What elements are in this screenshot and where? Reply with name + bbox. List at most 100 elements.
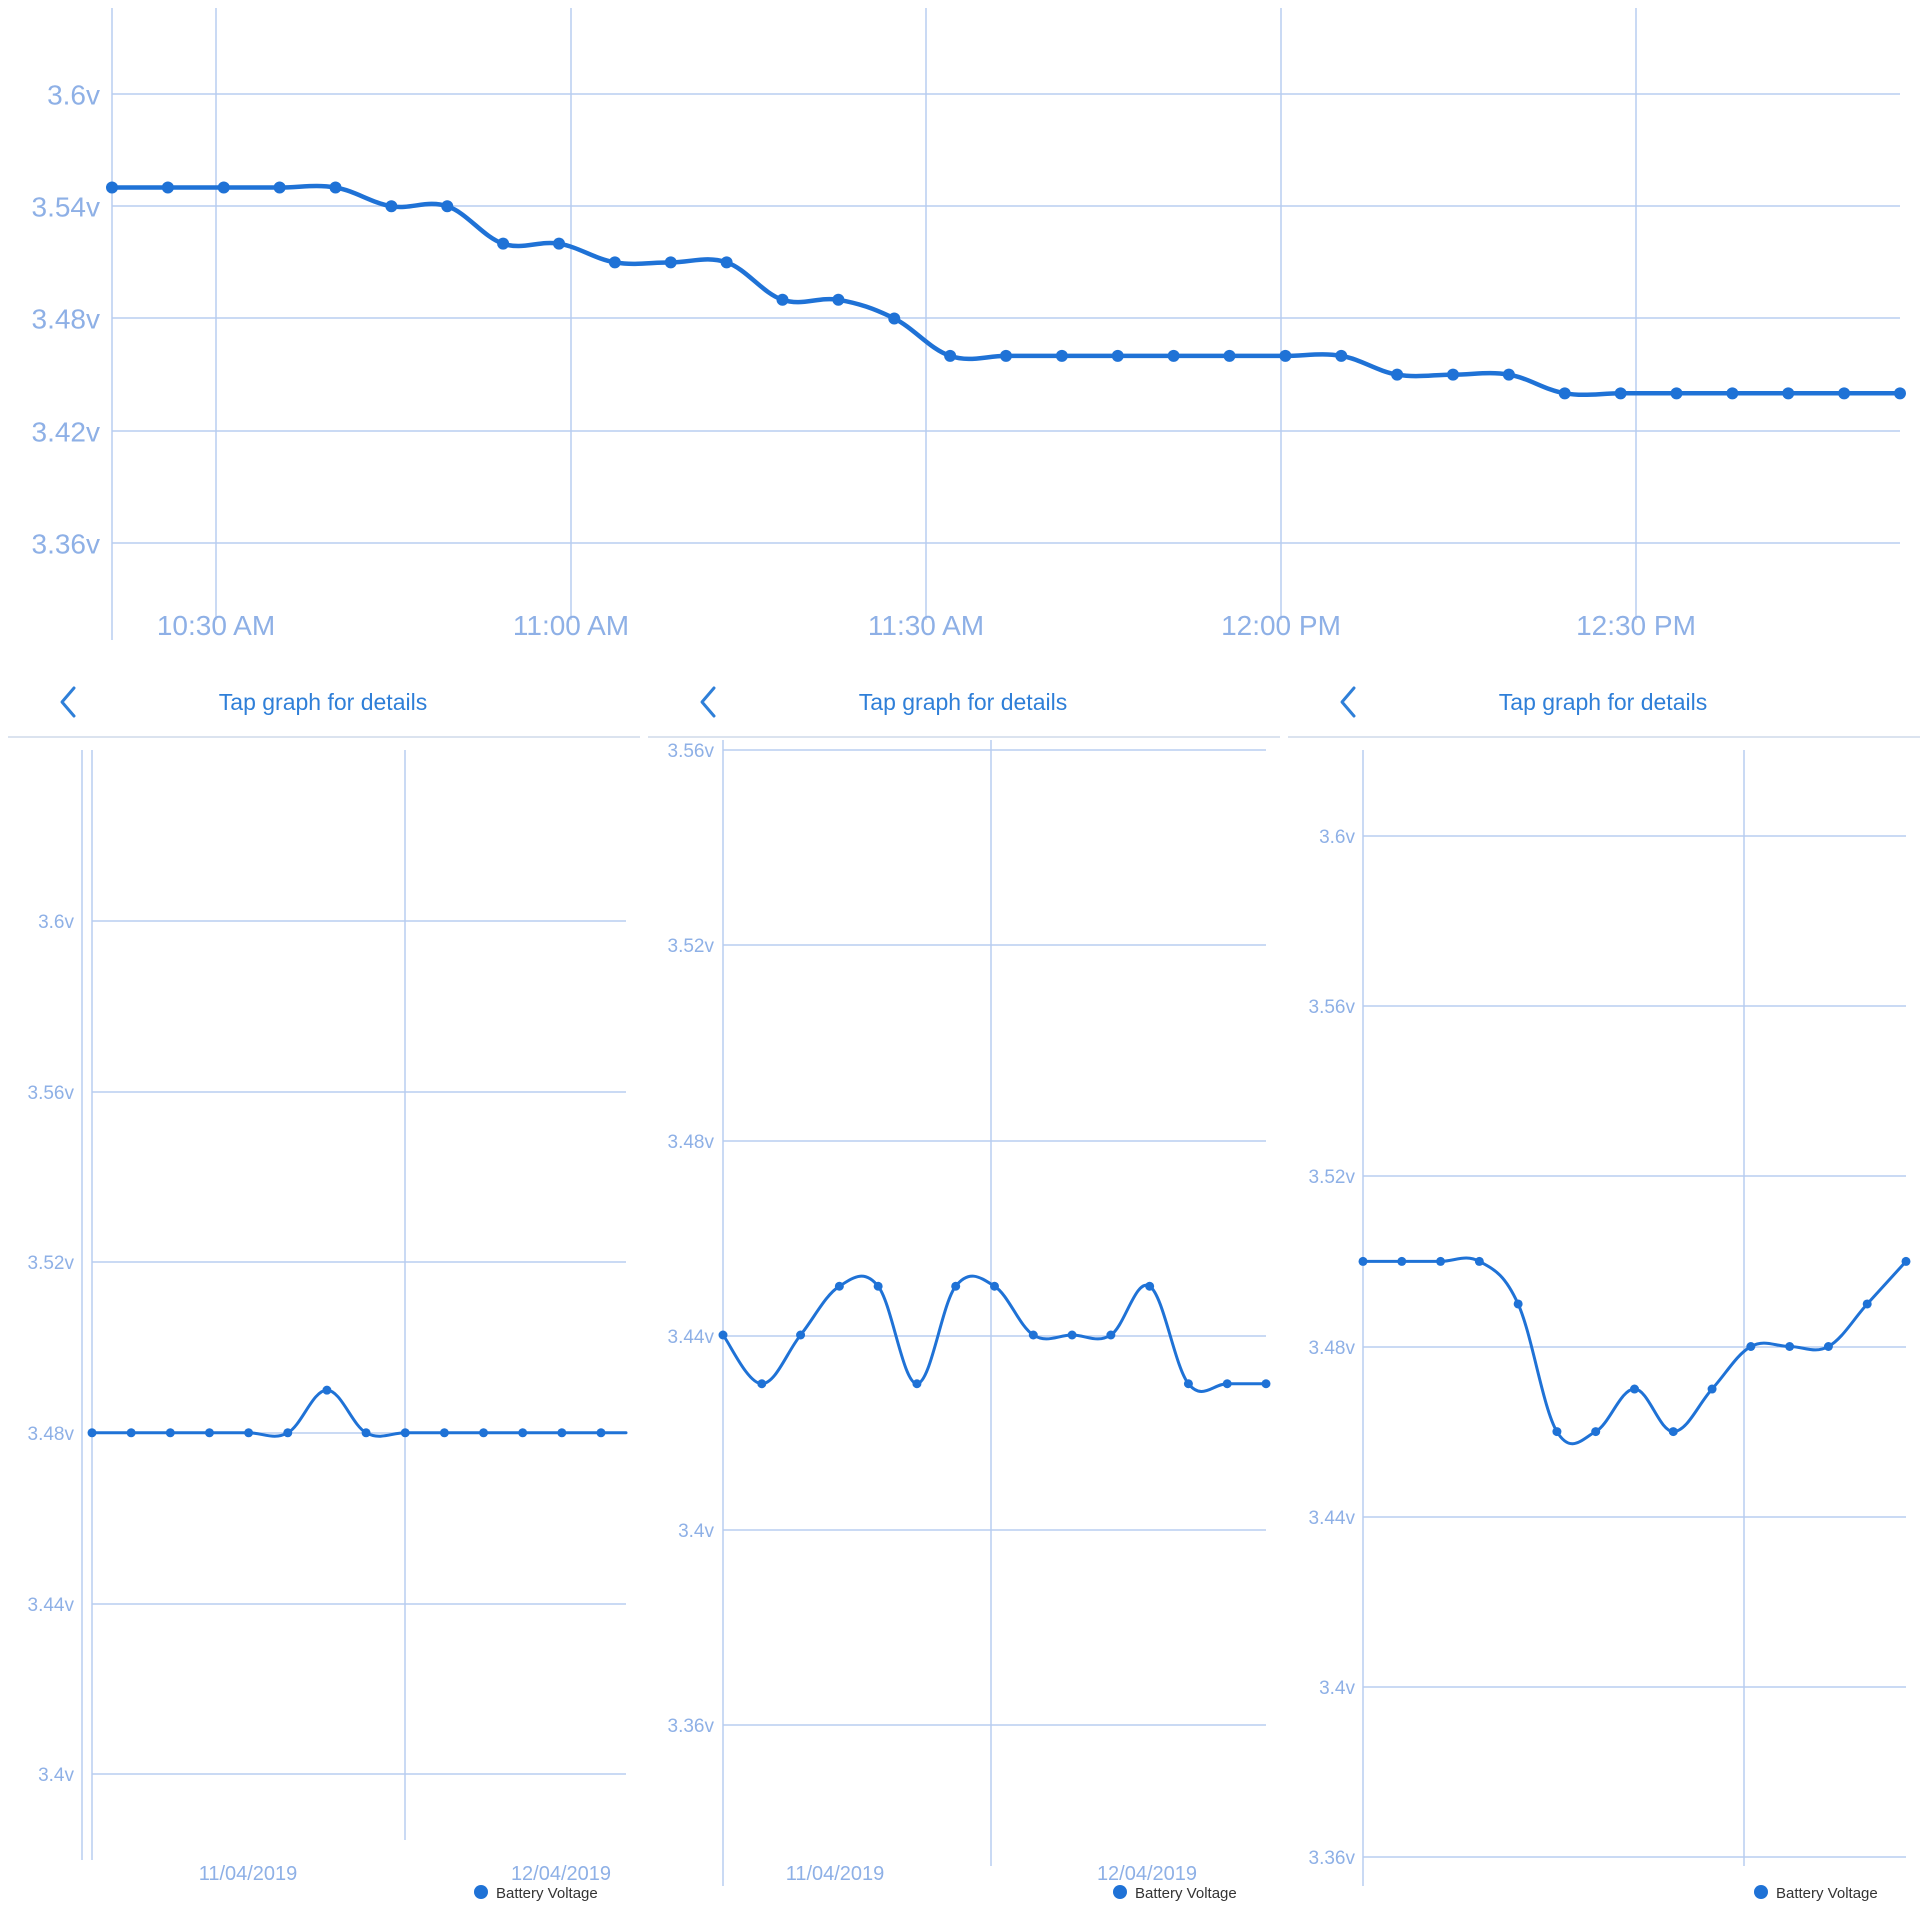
legend-label: Battery Voltage — [496, 1885, 598, 1902]
y-tick-label: 3.48v — [668, 1132, 715, 1153]
y-tick-label: 3.48v — [28, 1424, 75, 1445]
data-point[interactable] — [439, 1428, 449, 1438]
data-point[interactable] — [217, 181, 230, 194]
data-point[interactable] — [1726, 387, 1739, 400]
legend-label: Battery Voltage — [1135, 1885, 1237, 1902]
data-point[interactable] — [1862, 1299, 1872, 1309]
data-point[interactable] — [244, 1428, 254, 1438]
data-point[interactable] — [204, 1428, 214, 1438]
data-point[interactable] — [1630, 1384, 1639, 1394]
data-point[interactable] — [1335, 349, 1348, 362]
data-point[interactable] — [596, 1428, 606, 1438]
data-point[interactable] — [161, 181, 174, 194]
data-point[interactable] — [1261, 1379, 1271, 1389]
data-point[interactable] — [796, 1330, 806, 1340]
data-point[interactable] — [1183, 1379, 1193, 1389]
data-point[interactable] — [1358, 1256, 1368, 1266]
data-point[interactable] — [497, 237, 510, 250]
data-point[interactable] — [1591, 1427, 1601, 1437]
back-button[interactable] — [60, 686, 76, 718]
chart-2[interactable]: Tap graph for details 3.6v 3.56v 3.52v 3.48v… — [8, 686, 640, 1902]
chart-1[interactable]: 3.6v 3.54v 3.48v 3.42v 3.36v 10:30 AM 11:00 AM… — [32, 8, 1907, 641]
data-point[interactable] — [757, 1379, 767, 1389]
data-point[interactable] — [1000, 349, 1012, 362]
legend[interactable]: Battery Voltage — [1754, 1885, 1878, 1902]
data-point[interactable] — [1474, 1256, 1484, 1266]
data-point[interactable] — [557, 1428, 567, 1438]
data-point[interactable] — [1111, 349, 1124, 362]
data-point[interactable] — [873, 1281, 883, 1291]
chevron-left-icon[interactable] — [700, 686, 716, 718]
data-point[interactable] — [1513, 1299, 1523, 1309]
legend[interactable]: Battery Voltage — [474, 1885, 598, 1902]
data-point[interactable] — [1785, 1342, 1795, 1351]
header-text[interactable]: Tap graph for details — [859, 689, 1067, 715]
data-point[interactable] — [776, 293, 789, 306]
data-point[interactable] — [87, 1428, 97, 1438]
data-point[interactable] — [1106, 1330, 1116, 1340]
data-point[interactable] — [479, 1428, 489, 1438]
data-point[interactable] — [718, 1330, 728, 1340]
chart-4[interactable]: Tap graph for details 3.6v 3.56v 3.52v 3.48v… — [1288, 686, 1920, 1902]
data-point[interactable] — [1067, 1330, 1077, 1340]
y-tick-label: 3.56v — [28, 1083, 75, 1104]
data-point[interactable] — [322, 1385, 332, 1395]
data-point[interactable] — [1901, 1256, 1911, 1266]
data-point[interactable] — [720, 256, 733, 269]
data-point[interactable] — [1894, 387, 1906, 400]
data-point[interactable] — [1838, 387, 1851, 400]
data-point[interactable] — [106, 181, 118, 194]
back-button[interactable] — [700, 686, 716, 718]
data-point[interactable] — [834, 1281, 844, 1291]
data-point[interactable] — [518, 1428, 528, 1438]
data-point[interactable] — [990, 1281, 999, 1291]
y-tick-label: 3.52v — [668, 936, 715, 957]
data-point[interactable] — [1746, 1342, 1756, 1351]
chevron-left-icon[interactable] — [60, 686, 76, 718]
chevron-left-icon[interactable] — [1340, 686, 1356, 718]
data-point[interactable] — [944, 349, 957, 362]
data-point[interactable] — [441, 200, 454, 213]
data-point[interactable] — [1502, 368, 1515, 381]
data-point[interactable] — [361, 1428, 371, 1438]
data-point[interactable] — [951, 1281, 961, 1291]
data-point[interactable] — [1436, 1256, 1446, 1266]
data-point[interactable] — [912, 1379, 922, 1389]
data-point[interactable] — [832, 293, 845, 306]
data-point[interactable] — [888, 312, 901, 325]
data-point[interactable] — [1707, 1384, 1717, 1394]
data-point[interactable] — [1167, 349, 1180, 362]
data-point[interactable] — [1823, 1342, 1833, 1351]
data-point[interactable] — [273, 181, 286, 194]
y-tick-label: 3.4v — [1319, 1678, 1355, 1699]
data-point[interactable] — [1552, 1427, 1562, 1437]
data-point[interactable] — [1391, 368, 1404, 381]
data-point[interactable] — [553, 237, 565, 250]
data-point[interactable] — [1782, 387, 1795, 400]
data-point[interactable] — [329, 181, 342, 194]
data-point[interactable] — [1670, 387, 1683, 400]
data-point[interactable] — [1397, 1256, 1407, 1266]
data-point[interactable] — [1145, 1281, 1155, 1291]
data-point[interactable] — [1614, 387, 1627, 400]
data-point[interactable] — [1223, 349, 1236, 362]
data-point[interactable] — [664, 256, 677, 269]
back-button[interactable] — [1340, 686, 1356, 718]
data-point[interactable] — [385, 200, 398, 213]
legend[interactable]: Battery Voltage — [1113, 1885, 1237, 1902]
chart-3[interactable]: Tap graph for details 3.56v 3.52v 3.48v 3.44… — [648, 686, 1280, 1902]
data-point[interactable] — [1222, 1379, 1232, 1389]
data-point[interactable] — [1028, 1330, 1038, 1340]
data-point[interactable] — [1558, 387, 1571, 400]
data-point[interactable] — [283, 1428, 293, 1438]
header-text[interactable]: Tap graph for details — [219, 689, 427, 715]
data-point[interactable] — [1279, 349, 1292, 362]
data-point[interactable] — [126, 1428, 136, 1438]
data-point[interactable] — [400, 1428, 410, 1438]
data-point[interactable] — [1447, 368, 1459, 381]
data-point[interactable] — [165, 1428, 175, 1438]
data-point[interactable] — [608, 256, 621, 269]
data-point[interactable] — [1668, 1427, 1678, 1437]
header-text[interactable]: Tap graph for details — [1499, 689, 1707, 715]
data-point[interactable] — [1055, 349, 1068, 362]
